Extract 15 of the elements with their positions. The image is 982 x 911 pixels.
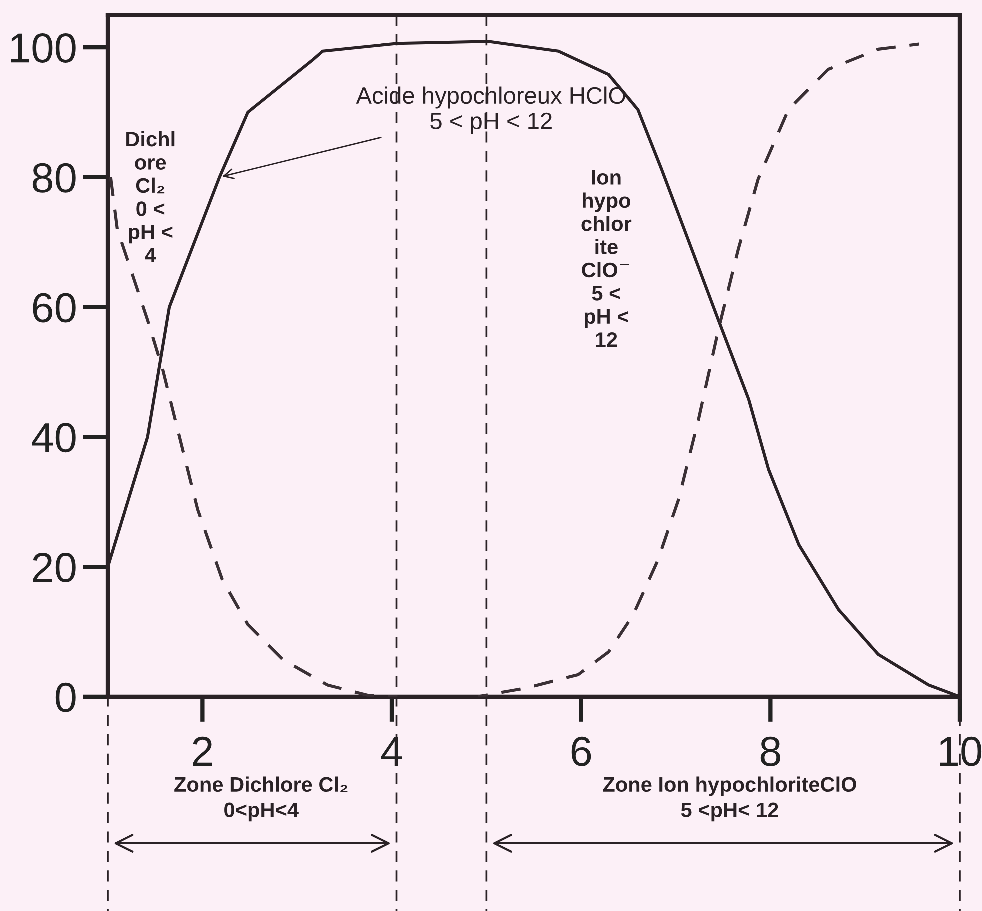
y-tick-label: 40 — [32, 423, 76, 453]
y-tick-label: 100 — [11, 34, 76, 64]
x-tick-label: 2 — [193, 736, 212, 766]
text: Zone Ion hypochloriteClO 5 <pH< 12 — [603, 776, 856, 822]
y-tick-label: 80 — [32, 163, 76, 193]
annotation: Dichl ore Cl₂ 0 < pH < 4 — [126, 131, 175, 263]
y-tick-label: 60 — [33, 293, 76, 323]
text: Ion hypo chlor ite ClO$^{−}$ 5 < pH < 12 — [582, 170, 632, 348]
line-series — [109, 176, 400, 697]
y-tick-label: 0 — [56, 682, 76, 712]
text: Zone Dichlore Cl₂ 0<pH<4 — [174, 776, 348, 822]
x-tick-label: 10 — [940, 736, 982, 766]
x-tick-label: 6 — [572, 736, 592, 766]
x-tick-label: 8 — [760, 736, 780, 766]
y-tick-label: 20 — [33, 553, 76, 583]
